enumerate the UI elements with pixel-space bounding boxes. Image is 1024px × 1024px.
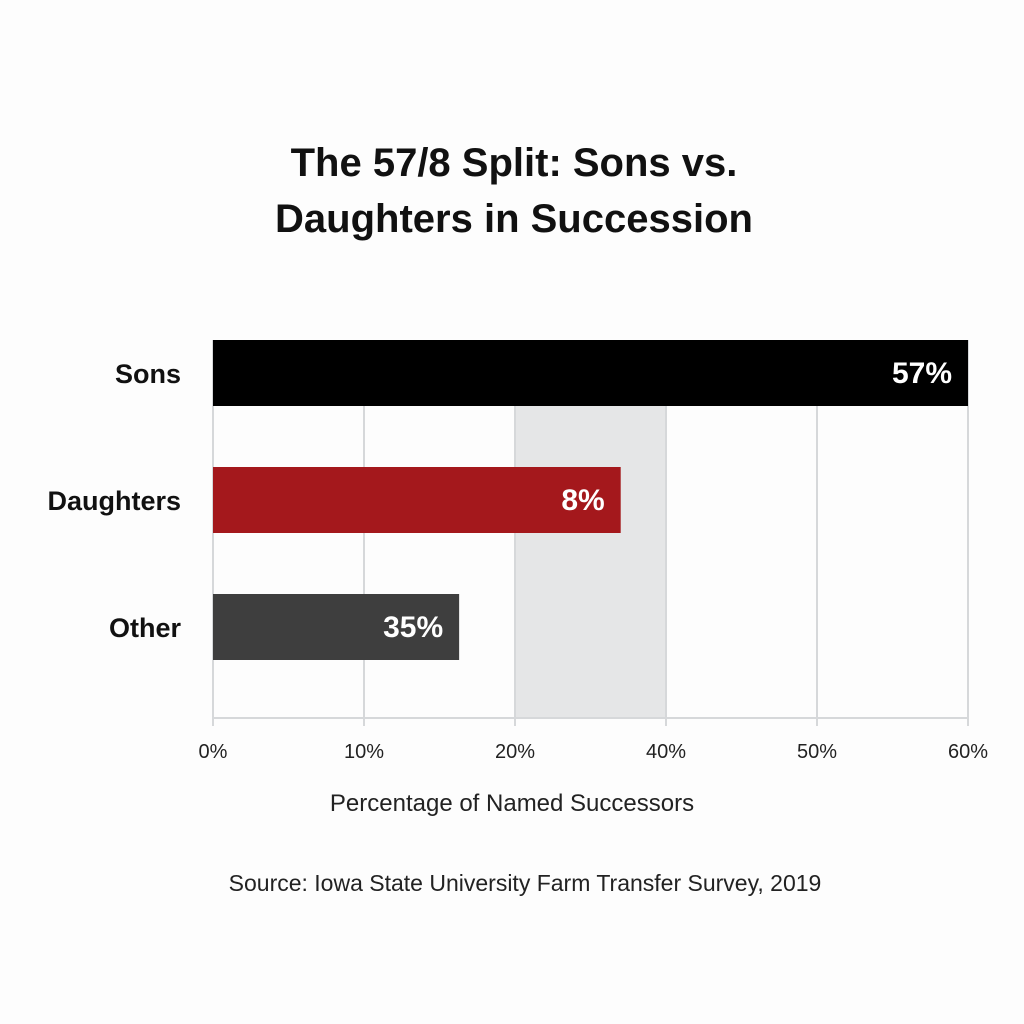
category-label: Sons [115,359,181,389]
bar-other [213,594,460,660]
x-axis-label: Percentage of Named Successors [329,790,695,817]
chart-title: The 57/8 Split: Sons vs. Daughters in Su… [0,135,1024,247]
bar-value-label: 57% [892,357,952,390]
bar-daughters [213,467,621,533]
x-tick-label: 0% [199,741,228,763]
chart-title-line-1: The 57/8 Split: Sons vs. [290,141,738,185]
category-label: Other [109,613,182,643]
x-tick-label: 40% [646,741,686,763]
x-tick-label: 20% [495,741,535,763]
chart-title-line-2: Daughters in Succession [275,197,753,241]
source-note: Source: Iowa State University Farm Trans… [228,870,822,896]
x-tick-label: 60% [948,741,988,763]
x-tick-label: 50% [797,741,837,763]
bar-value-label: 8% [561,484,604,517]
category-label: Daughters [47,486,181,516]
x-tick-label: 10% [344,741,384,763]
bar-sons [213,340,968,406]
bar-value-label: 35% [383,611,443,644]
